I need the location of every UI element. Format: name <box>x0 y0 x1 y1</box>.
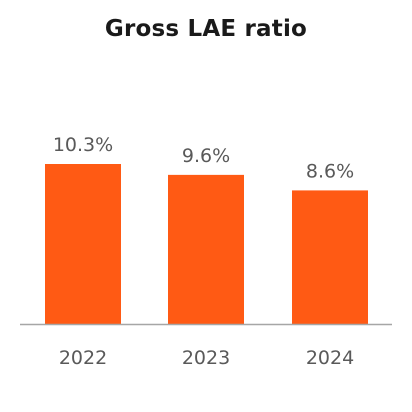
x-tick-label-2024: 2024 <box>306 347 354 369</box>
bar-2024 <box>292 190 368 324</box>
bar-2022 <box>45 164 121 324</box>
data-label-2023: 9.6% <box>182 145 230 167</box>
data-labels-group: 10.3% 9.6% 8.6% <box>53 134 354 182</box>
x-tick-label-2023: 2023 <box>182 347 230 369</box>
tick-labels-group: 2022 2023 2024 <box>59 347 354 369</box>
chart-title: Gross LAE ratio <box>104 16 308 42</box>
x-tick-label-2022: 2022 <box>59 347 107 369</box>
bars-group <box>45 164 368 324</box>
bar-2023 <box>168 174 244 324</box>
data-label-2024: 8.6% <box>306 160 354 182</box>
data-label-2022: 10.3% <box>53 134 113 156</box>
